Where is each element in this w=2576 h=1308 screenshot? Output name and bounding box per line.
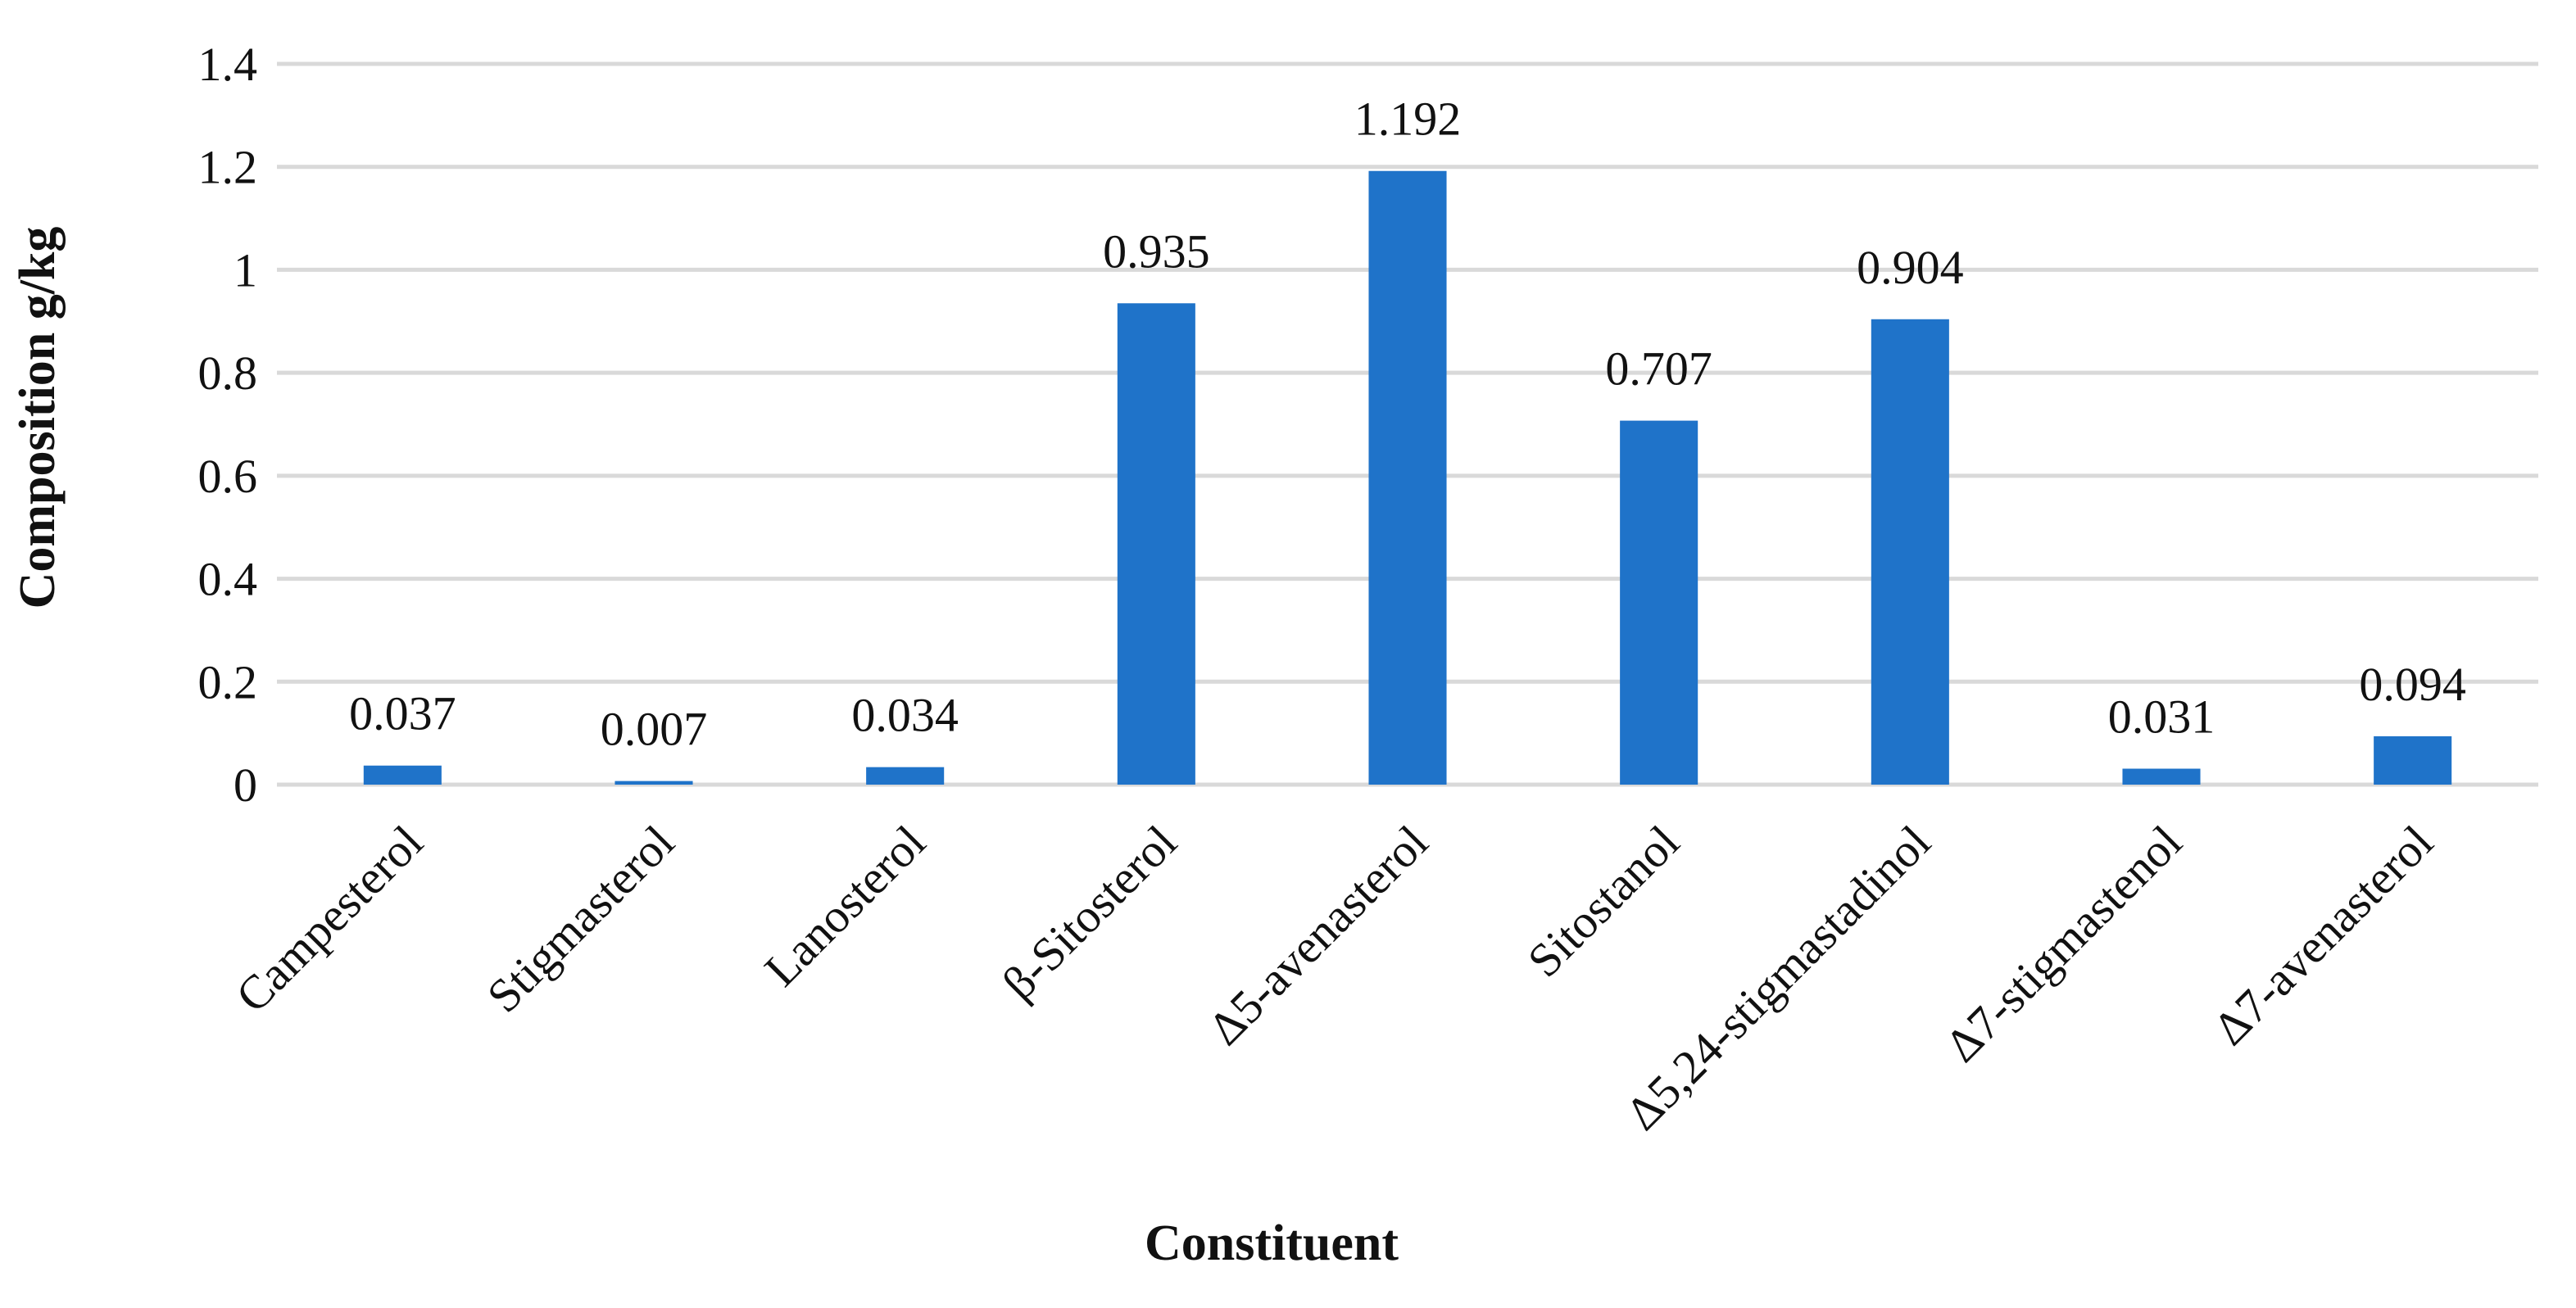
bar <box>363 765 442 785</box>
x-category-label: Δ5-avenasterol <box>1198 815 1438 1055</box>
x-axis-categories: Campesterol Stigmasterol Lanosterol β-Sitos… <box>225 815 2443 1140</box>
bar <box>615 781 693 785</box>
data-label: 0.707 <box>1605 342 1712 396</box>
y-tick-label: 0.6 <box>198 450 258 503</box>
bar <box>2122 768 2201 785</box>
x-axis-title: Constituent <box>1145 1215 1399 1271</box>
y-axis-ticks: 0 0.2 0.4 0.6 0.8 1 1.2 1.4 <box>198 38 258 812</box>
x-category-label: Stigmasterol <box>477 815 684 1022</box>
x-category-label: Campesterol <box>225 815 433 1022</box>
y-tick-label: 0 <box>234 758 257 812</box>
data-labels: 0.037 0.007 0.034 0.935 1.192 0.707 0.904 0.031… <box>349 93 2466 756</box>
y-tick-label: 1.4 <box>198 38 258 91</box>
data-label: 0.904 <box>1857 241 1964 294</box>
bar <box>2374 735 2452 785</box>
bar <box>1368 170 1447 785</box>
data-label: 0.094 <box>2359 658 2466 711</box>
data-label: 0.007 <box>601 703 708 756</box>
data-label: 0.037 <box>349 687 456 740</box>
bar <box>866 767 945 785</box>
bar <box>1871 319 1949 785</box>
bar <box>1117 303 1195 785</box>
bars <box>363 170 2452 785</box>
x-category-label: Δ7-avenasterol <box>2203 815 2443 1055</box>
x-category-label: Lanosterol <box>755 815 936 996</box>
y-tick-label: 0.4 <box>198 553 258 606</box>
data-label: 0.034 <box>851 689 959 742</box>
x-category-label: Sitostanol <box>1517 815 1689 987</box>
x-category-label: β-Sitosterol <box>992 815 1187 1010</box>
data-label: 0.031 <box>2108 690 2215 744</box>
y-tick-label: 0.8 <box>198 346 258 400</box>
y-axis-title: Composition g/kg <box>10 227 66 609</box>
data-label: 1.192 <box>1354 93 1462 146</box>
y-tick-label: 1.2 <box>198 141 258 194</box>
bar <box>1620 420 1698 785</box>
y-tick-label: 0.2 <box>198 655 258 708</box>
x-category-label: Δ7-stigmastenol <box>1934 815 2192 1072</box>
data-label: 0.935 <box>1103 224 1210 278</box>
y-tick-label: 1 <box>234 243 257 296</box>
